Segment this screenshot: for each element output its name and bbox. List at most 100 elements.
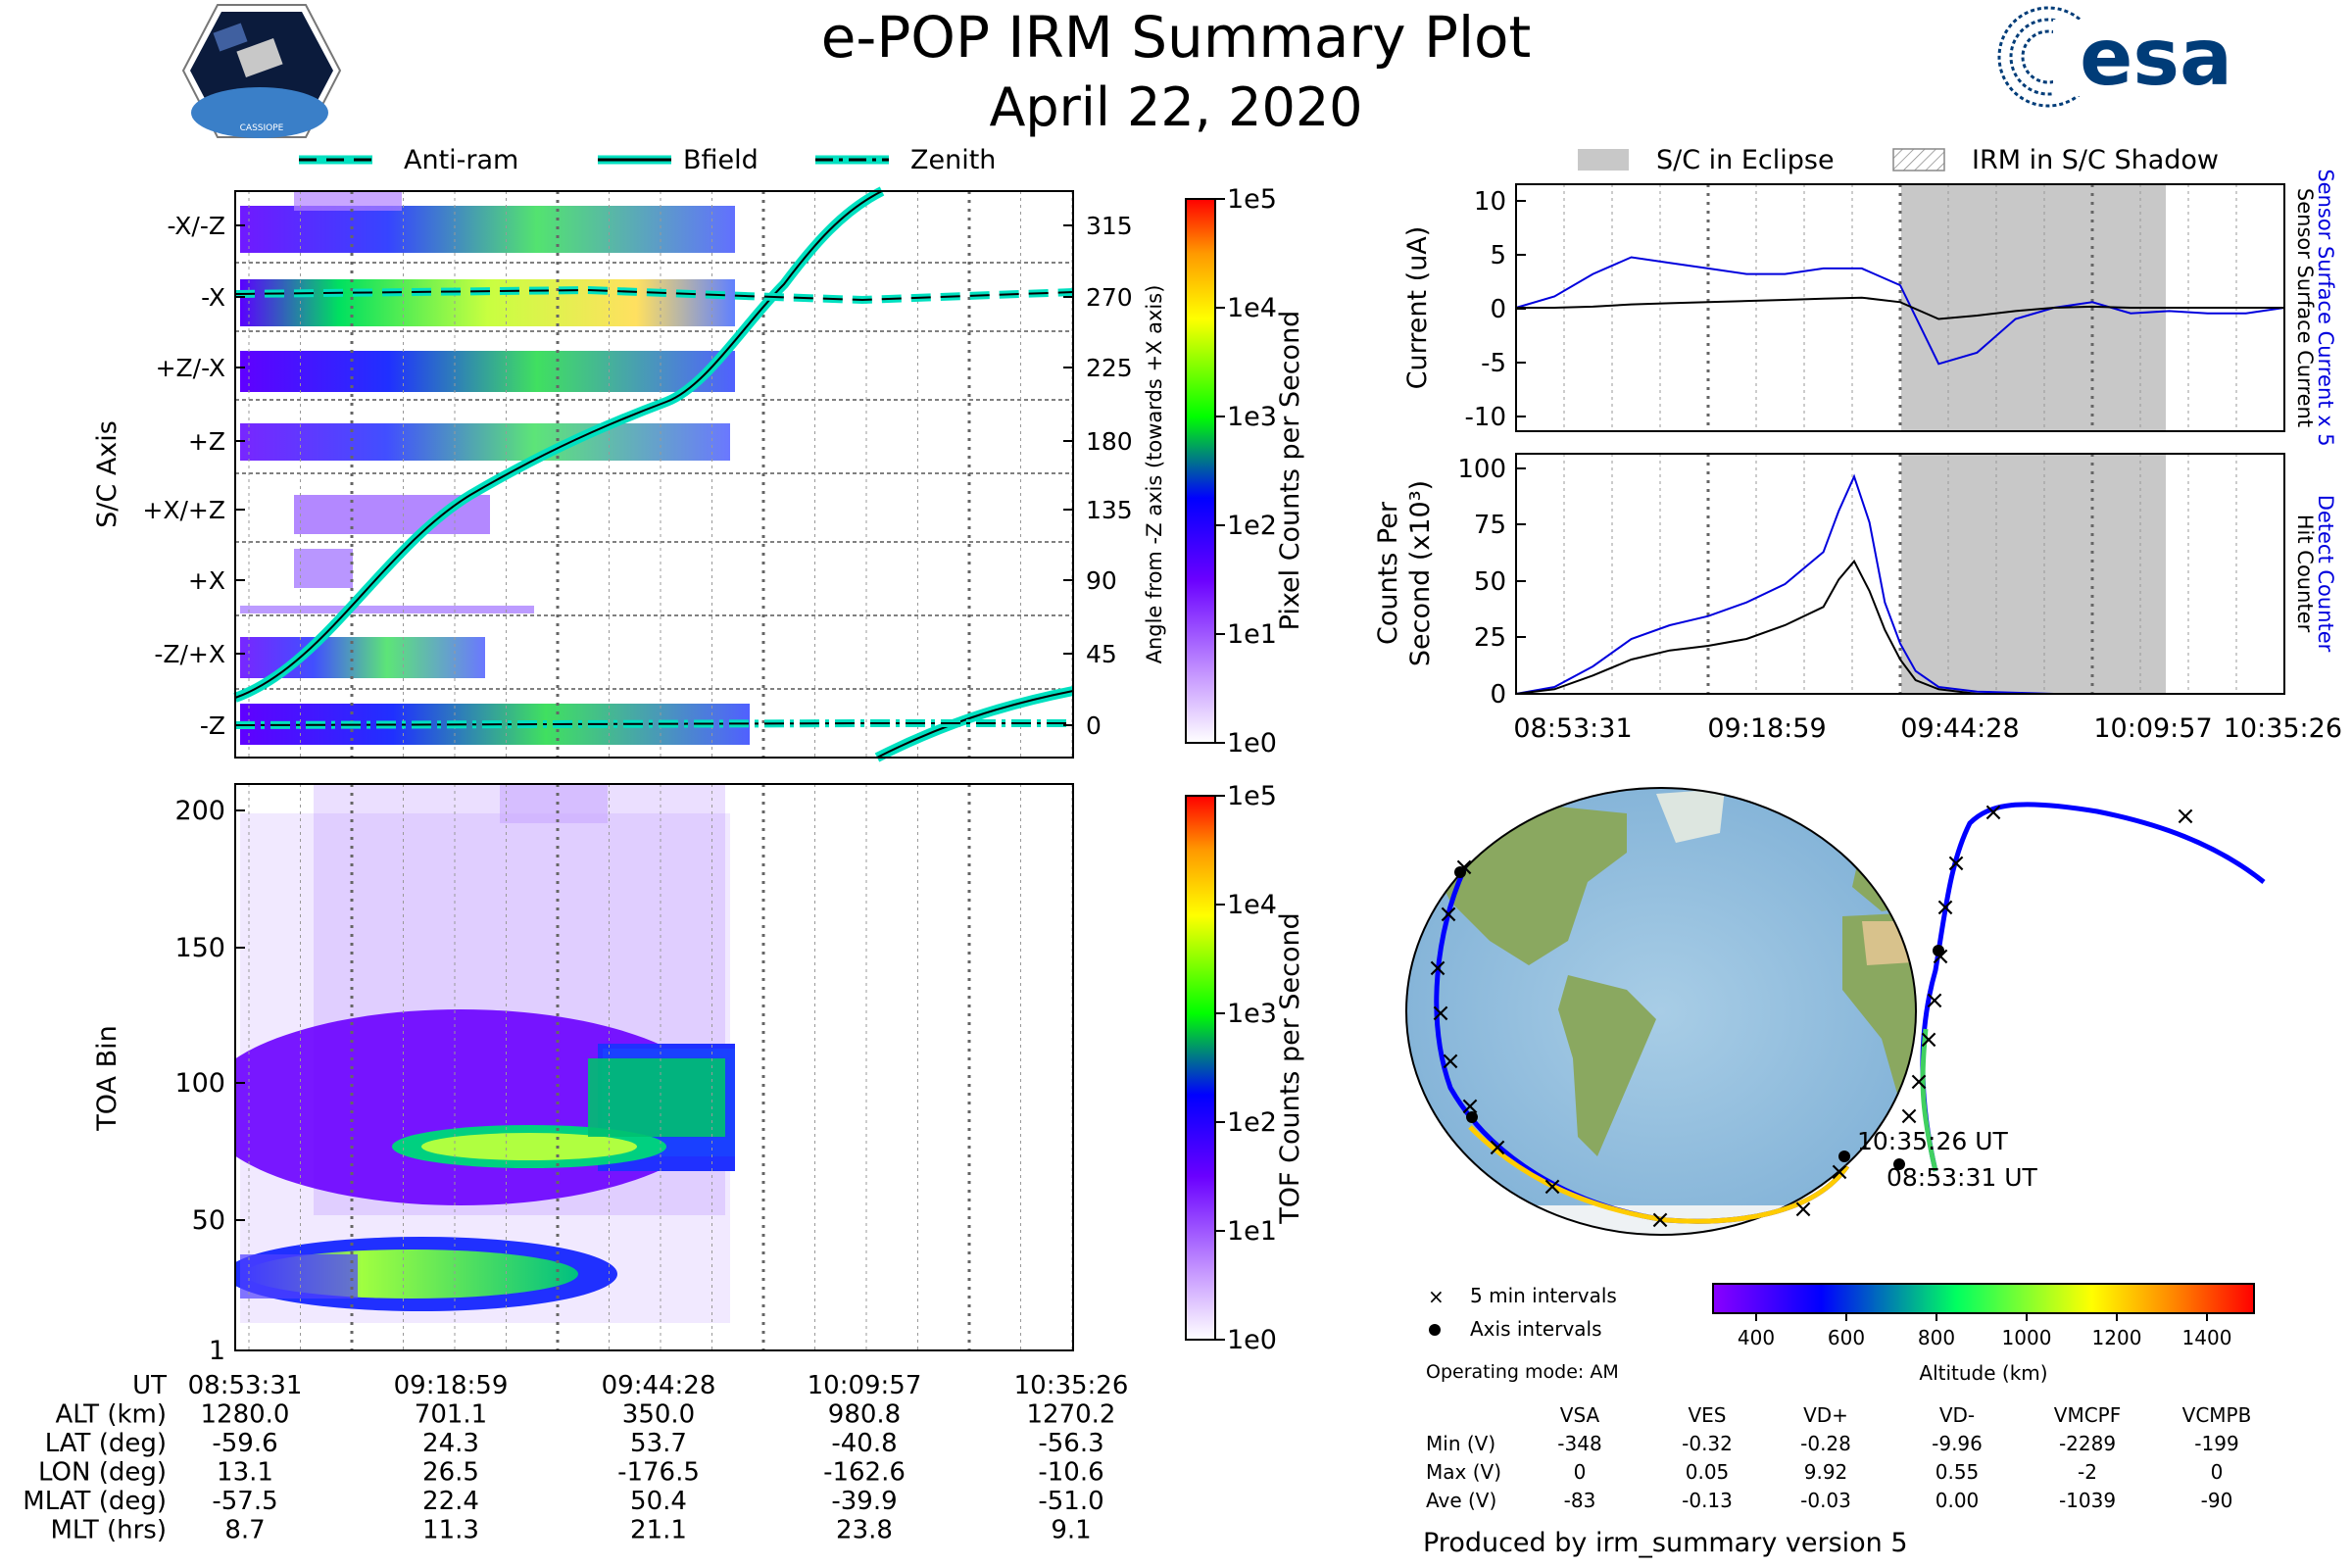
right-legend: S/C in Eclipse IRM in S/C Shadow bbox=[1578, 145, 2219, 175]
track-start-label: 08:53:31 UT bbox=[1886, 1163, 2038, 1192]
track-x-marker: × bbox=[1829, 1157, 1850, 1187]
legend-shadow: IRM in S/C Shadow bbox=[1972, 145, 2219, 175]
antiram-line-core bbox=[234, 288, 1074, 302]
colorbar-tick-label: 1e2 bbox=[1227, 1107, 1277, 1138]
counts-y-tick-label: 0 bbox=[1490, 680, 1506, 710]
track-west-south bbox=[1468, 1125, 1850, 1224]
ephemeris-cell: 23.8 bbox=[836, 1516, 893, 1545]
colorbar-tick-label: 1e3 bbox=[1227, 402, 1277, 432]
tof-colorbar: 1e5 1e4 1e3 1e2 1e1 1e0 TOF Counts per Second bbox=[1185, 781, 1305, 1355]
altitude-tick-label: 1000 bbox=[2002, 1326, 2052, 1349]
ephemeris-cell: 21.1 bbox=[630, 1516, 687, 1545]
ephemeris-cell: 980.8 bbox=[828, 1400, 901, 1430]
current-time-gridlines bbox=[1515, 184, 2237, 431]
ephemeris-cell: 53.7 bbox=[630, 1429, 687, 1458]
track-axis-dot bbox=[1838, 1151, 1850, 1162]
axis-category-labels: -X/-Z -X +Z/-X +Z +X/+Z +X -Z/+X -Z bbox=[142, 212, 245, 740]
top-legend: Anti-ram Bfield Zenith bbox=[299, 145, 996, 175]
altitude-tick-label: 400 bbox=[1738, 1326, 1775, 1349]
ephemeris-cell: 26.5 bbox=[422, 1458, 479, 1488]
ephemeris-row-label: ALT (km) bbox=[55, 1400, 167, 1430]
axis-angle-label: 45 bbox=[1086, 640, 1117, 668]
track-x-marker: × bbox=[1649, 1205, 1671, 1235]
voltage-cell: -199 bbox=[2194, 1432, 2238, 1455]
current-blue-trace bbox=[1515, 256, 2285, 366]
counts-right-blue-label: Detect Counter bbox=[2314, 495, 2337, 653]
track-axis-dot bbox=[1893, 1158, 1905, 1170]
voltage-cell: -348 bbox=[1557, 1432, 1601, 1455]
counts-x-tick-label: 09:18:59 bbox=[1707, 713, 1826, 744]
current-y-tick-label: -10 bbox=[1465, 403, 1506, 432]
current-black-trace bbox=[1516, 296, 2284, 320]
track-axis-dot bbox=[1933, 945, 1944, 956]
esa-logo: esa bbox=[1997, 6, 2232, 108]
toa-y-tick-label: 50 bbox=[192, 1205, 225, 1236]
toa-panel: 200 150 100 50 1 TOA Bin bbox=[92, 783, 1074, 1366]
ephemeris-cell: -51.0 bbox=[1038, 1487, 1103, 1516]
toa-time-gridlines bbox=[248, 784, 1073, 1350]
track-x-marker: × bbox=[1440, 1047, 1461, 1076]
track-axis-dot bbox=[1466, 1111, 1478, 1123]
ephemeris-row-label: LON (deg) bbox=[38, 1458, 167, 1488]
voltage-cell: -0.32 bbox=[1682, 1432, 1733, 1455]
colorbar-tick-label: 1e2 bbox=[1227, 511, 1277, 541]
voltage-cell: -2 bbox=[2078, 1460, 2097, 1484]
axis-angle-label: 315 bbox=[1086, 212, 1133, 240]
colorbar-tick-label: 1e0 bbox=[1227, 728, 1277, 759]
axis-category-label: +X/+Z bbox=[142, 496, 225, 524]
legend-zenith: Zenith bbox=[910, 145, 996, 175]
ephemeris-cell: -57.5 bbox=[212, 1487, 277, 1516]
altitude-tick-label: 1400 bbox=[2182, 1326, 2232, 1349]
track-x-marker: × bbox=[1983, 798, 2004, 827]
counts-y-tick-label: 75 bbox=[1474, 511, 1506, 540]
current-y-tick-label: -5 bbox=[1481, 349, 1506, 378]
track-x-marker: × bbox=[1935, 893, 1956, 922]
counts-x-tick-label: 09:44:28 bbox=[1900, 713, 2019, 744]
voltage-cell: -1039 bbox=[2059, 1489, 2116, 1512]
ephemeris-cell: 09:18:59 bbox=[394, 1371, 509, 1400]
voltage-row-label: Min (V) bbox=[1426, 1432, 1495, 1455]
ephemeris-cell: 701.1 bbox=[415, 1400, 487, 1430]
track-south-up bbox=[1920, 1028, 1938, 1172]
ephemeris-cell: -10.6 bbox=[1038, 1458, 1103, 1488]
track-north bbox=[1920, 802, 2266, 1172]
track-x-marker: × bbox=[1908, 1067, 1930, 1097]
voltage-header: VCMPB bbox=[2182, 1403, 2252, 1427]
counts-x-tick-label: 08:53:31 bbox=[1513, 713, 1632, 744]
axis-panel-ylabel: S/C Axis bbox=[92, 420, 122, 528]
current-panel-ylabel: Current (uA) bbox=[1402, 226, 1433, 390]
axis-category-label: -X/-Z bbox=[168, 212, 225, 240]
voltage-cell: -0.03 bbox=[1800, 1489, 1851, 1512]
zenith-line-core bbox=[234, 722, 1073, 726]
ephemeris-cell: 8.7 bbox=[224, 1516, 265, 1545]
voltage-header: VD+ bbox=[1803, 1403, 1848, 1427]
track-x-marker: × bbox=[1542, 1172, 1563, 1201]
tof-colorbar-label: TOF Counts per Second bbox=[1275, 912, 1305, 1225]
altitude-label: Altitude (km) bbox=[1919, 1361, 2047, 1385]
ephemeris-cell: 13.1 bbox=[217, 1458, 273, 1488]
toa-panel-ylabel: TOA Bin bbox=[92, 1025, 122, 1131]
track-x-marker: × bbox=[1487, 1133, 1508, 1162]
toa-spectrogram bbox=[235, 784, 735, 1323]
toa-y-ticks: 200 150 100 50 1 bbox=[174, 796, 245, 1366]
voltage-cell: 0.05 bbox=[1686, 1460, 1730, 1484]
ephemeris-cell: -176.5 bbox=[617, 1458, 700, 1488]
voltage-header: VMCPF bbox=[2054, 1403, 2121, 1427]
figure-title: e-POP IRM Summary Plot bbox=[821, 4, 1532, 71]
axis-panel-y2label: Angle from -Z axis (towards +X axis) bbox=[1143, 285, 1166, 664]
counts-x-tick-label: 10:35:26 bbox=[2224, 713, 2342, 744]
axis-spectrogram bbox=[240, 191, 750, 745]
counts-y-tick-label: 100 bbox=[1457, 455, 1506, 484]
track-x-marker: × bbox=[1924, 986, 1945, 1015]
colorbar-tick-label: 1e1 bbox=[1227, 619, 1277, 650]
legend-x-marker: × bbox=[1428, 1285, 1445, 1308]
track-axis-dot bbox=[1454, 866, 1466, 878]
ephemeris-cell: 22.4 bbox=[422, 1487, 479, 1516]
track-x-marker: × bbox=[2175, 802, 2196, 831]
ephemeris-cell: -59.6 bbox=[212, 1429, 277, 1458]
ephemeris-row-label: UT bbox=[132, 1371, 167, 1400]
counts-y-tick-label: 25 bbox=[1474, 623, 1506, 653]
counts-panel-frame bbox=[1515, 453, 2285, 695]
counts-black-trace bbox=[1515, 559, 2284, 695]
figure-date: April 22, 2020 bbox=[989, 76, 1362, 138]
